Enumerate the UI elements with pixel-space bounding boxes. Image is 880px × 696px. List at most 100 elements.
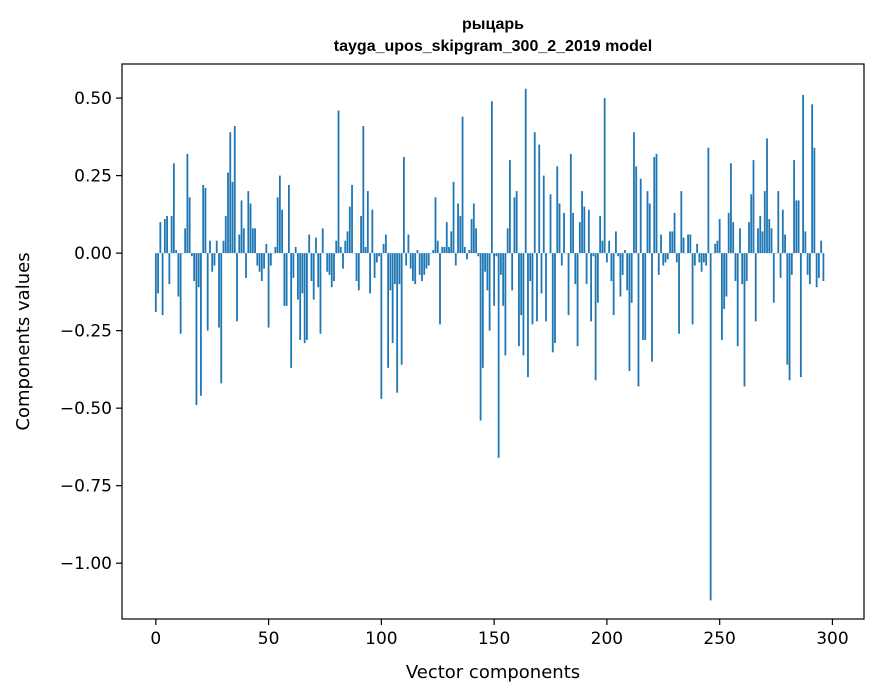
bar-135 xyxy=(459,215,462,254)
bar-14 xyxy=(186,153,189,254)
bar-9 xyxy=(175,250,178,254)
x-axis-label: Vector components xyxy=(406,662,580,683)
bar-48 xyxy=(263,253,265,269)
bar-129 xyxy=(445,222,448,254)
bar-38 xyxy=(240,200,243,254)
bar-183 xyxy=(567,253,570,316)
bar-86 xyxy=(348,206,351,254)
bar-118 xyxy=(421,253,423,282)
bar-101 xyxy=(382,243,385,254)
bar-79 xyxy=(333,253,335,282)
bar-166 xyxy=(529,253,532,282)
bar-257 xyxy=(734,253,737,282)
bar-287 xyxy=(802,95,804,254)
bar-184 xyxy=(569,153,572,254)
bar-258 xyxy=(736,253,739,347)
bar-0 xyxy=(154,253,157,313)
bar-217 xyxy=(644,253,647,340)
bar-227 xyxy=(666,253,669,260)
bar-39 xyxy=(242,228,245,254)
bar-173 xyxy=(545,253,547,322)
bar-225 xyxy=(662,253,665,266)
y-tick-label: −1.00 xyxy=(60,554,112,574)
bar-234 xyxy=(682,237,685,254)
bar-226 xyxy=(664,253,667,263)
bar-100 xyxy=(380,253,383,399)
bar-6 xyxy=(168,253,171,285)
bar-127 xyxy=(441,246,444,254)
bar-229 xyxy=(671,231,674,254)
bar-252 xyxy=(723,253,726,309)
bar-213 xyxy=(635,166,638,254)
bar-66 xyxy=(303,253,306,344)
bar-200 xyxy=(605,253,608,263)
bar-144 xyxy=(479,253,482,421)
bar-50 xyxy=(267,253,270,328)
bar-185 xyxy=(572,212,574,254)
bar-279 xyxy=(784,234,786,254)
bar-78 xyxy=(330,253,333,288)
bar-169 xyxy=(536,253,538,322)
y-tick-label: −0.25 xyxy=(60,322,112,342)
bar-148 xyxy=(488,253,491,331)
bar-8 xyxy=(172,163,175,254)
bar-45 xyxy=(256,253,259,266)
bar-57 xyxy=(283,253,286,306)
bar-137 xyxy=(463,246,466,254)
bar-17 xyxy=(193,253,196,282)
bar-142 xyxy=(475,228,477,254)
bar-114 xyxy=(412,253,414,282)
bar-73 xyxy=(319,253,322,334)
y-tick-label: 0.50 xyxy=(74,89,112,109)
bar-259 xyxy=(739,228,741,254)
bar-192 xyxy=(587,209,590,254)
bar-170 xyxy=(538,144,541,254)
bar-125 xyxy=(436,240,439,254)
bar-223 xyxy=(657,253,660,275)
bar-159 xyxy=(513,197,516,254)
bar-107 xyxy=(396,253,399,393)
bar-16 xyxy=(191,253,193,257)
bar-254 xyxy=(727,212,730,254)
bar-264 xyxy=(750,194,753,254)
bar-98 xyxy=(375,253,378,263)
bar-140 xyxy=(470,219,473,254)
bar-68 xyxy=(308,234,311,254)
bar-134 xyxy=(457,203,459,254)
bar-277 xyxy=(779,253,782,278)
bar-23 xyxy=(206,253,209,331)
bar-87 xyxy=(351,184,353,254)
plot-frame xyxy=(121,63,865,620)
bar-37 xyxy=(238,234,241,254)
bar-31 xyxy=(224,215,227,254)
bar-43 xyxy=(251,228,254,254)
bar-250 xyxy=(718,219,721,254)
bar-188 xyxy=(578,222,581,254)
bar-256 xyxy=(732,222,735,254)
bar-267 xyxy=(757,228,759,254)
x-tick-label: 150 xyxy=(478,629,510,649)
y-axis-ticks: −1.00 −0.75 −0.50 −0.25 0.00 0.25 0.50 xyxy=(60,89,122,574)
bar-3 xyxy=(161,253,164,316)
bar-224 xyxy=(660,234,662,254)
bar-262 xyxy=(745,253,748,282)
bar-194 xyxy=(592,253,595,257)
bar-35 xyxy=(233,126,236,254)
bar-121 xyxy=(427,253,430,266)
bar-85 xyxy=(346,231,349,254)
bar-289 xyxy=(806,253,809,275)
bar-53 xyxy=(274,246,277,254)
bar-93 xyxy=(364,246,367,254)
bar-71 xyxy=(315,237,317,254)
bar-294 xyxy=(817,253,820,278)
bar-143 xyxy=(477,253,480,257)
bar-19 xyxy=(197,253,200,288)
bar-106 xyxy=(393,253,396,285)
bar-155 xyxy=(504,253,507,356)
bar-167 xyxy=(531,253,534,325)
bar-158 xyxy=(511,253,514,291)
bar-202 xyxy=(610,253,613,282)
bar-271 xyxy=(766,138,768,254)
bar-177 xyxy=(554,253,556,344)
bar-218 xyxy=(646,191,649,254)
